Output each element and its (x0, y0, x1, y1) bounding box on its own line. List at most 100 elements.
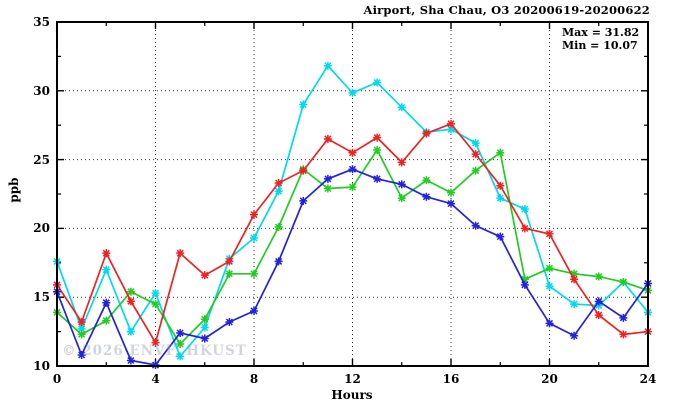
data-point-marker (225, 317, 234, 326)
data-point-marker (447, 119, 455, 128)
data-point-marker (471, 166, 480, 175)
data-point-marker (496, 232, 505, 241)
data-point-marker (373, 145, 382, 154)
data-point-marker (397, 103, 406, 112)
data-point-marker (520, 224, 529, 233)
data-point-marker (274, 178, 283, 187)
x-tick-label-8: 8 (249, 372, 259, 386)
plot-border (56, 21, 649, 367)
data-point-marker (397, 180, 406, 189)
data-point-marker (274, 187, 283, 196)
data-point-marker (299, 196, 308, 205)
data-point-marker (126, 356, 135, 365)
data-point-marker (77, 317, 86, 326)
data-point-marker (250, 269, 258, 278)
data-point-marker (422, 176, 431, 185)
data-point-marker (151, 338, 160, 347)
data-point-marker (102, 265, 111, 274)
max-value: Max = 31.82 (562, 26, 640, 39)
data-point-marker (250, 234, 258, 243)
data-point-marker (422, 192, 431, 201)
data-point-marker (225, 257, 234, 266)
data-point-marker (594, 272, 603, 281)
data-point-marker (471, 221, 480, 230)
data-point-marker (126, 287, 135, 296)
y-tick-label-10: 10 (33, 359, 50, 373)
x-tick-label-24: 24 (639, 372, 657, 386)
series-line (56, 64, 649, 359)
data-point-marker (570, 300, 579, 309)
data-point-marker (570, 275, 579, 284)
y-tick-label-15: 15 (33, 290, 50, 305)
data-point-marker (250, 210, 258, 219)
data-point-marker (323, 134, 332, 143)
x-axis-label: Hours (331, 388, 373, 402)
data-point-marker (471, 139, 480, 148)
data-point-marker (520, 280, 529, 289)
data-point-marker (447, 125, 455, 134)
data-point-marker (570, 331, 579, 340)
data-point-marker (176, 339, 185, 348)
data-point-marker (619, 278, 628, 287)
data-point-marker (520, 205, 529, 214)
data-point-marker (594, 297, 603, 306)
data-point-marker (200, 334, 209, 343)
data-point-marker (447, 199, 455, 208)
data-point-marker (594, 301, 603, 310)
data-point-marker (225, 269, 234, 278)
data-point-marker (77, 330, 86, 339)
data-point-marker (619, 330, 628, 339)
data-point-marker (373, 133, 382, 142)
y-axis-label: ppb (7, 177, 21, 203)
data-point-marker (176, 249, 185, 258)
data-point-marker (200, 271, 209, 280)
y-tick-label-35: 35 (33, 15, 50, 29)
data-point-marker (151, 300, 160, 309)
data-point-marker (397, 158, 406, 167)
data-point-marker (200, 323, 209, 332)
data-point-marker (299, 100, 308, 109)
data-point-marker (471, 150, 480, 159)
min-value: Min = 10.07 (562, 39, 638, 52)
x-tick-label-0: 0 (52, 372, 62, 386)
data-point-marker (619, 313, 628, 322)
data-point-marker (545, 282, 554, 291)
data-point-marker (200, 315, 209, 324)
data-point-marker (323, 61, 332, 70)
data-point-marker (274, 223, 283, 232)
data-point-marker (102, 249, 111, 258)
data-point-marker (496, 148, 505, 157)
x-tick-label-12: 12 (344, 372, 361, 386)
data-point-marker (422, 129, 431, 138)
data-point-marker (126, 327, 135, 336)
data-point-marker (176, 328, 185, 337)
data-point-marker (447, 188, 455, 197)
data-point-marker (496, 181, 505, 190)
data-point-marker (176, 352, 185, 361)
y-tick-label-25: 25 (33, 152, 50, 167)
x-tick-label-20: 20 (541, 372, 558, 386)
chart-title: Airport, Sha Chau, O3 20200619-20200622 (363, 3, 650, 17)
data-point-marker (102, 298, 111, 307)
data-point-marker (274, 257, 283, 266)
data-point-marker (323, 174, 332, 183)
y-tick-label-30: 30 (33, 83, 50, 98)
data-point-marker (299, 166, 308, 175)
data-point-marker (496, 194, 505, 203)
data-point-marker (126, 297, 135, 306)
data-point-marker (250, 306, 258, 315)
data-point-marker (545, 264, 554, 273)
watermark: © 2026 ENVF, HKUST (62, 343, 247, 359)
x-tick-label-4: 4 (151, 372, 160, 386)
y-tick-label-20: 20 (33, 221, 50, 236)
x-tick-label-16: 16 (442, 372, 460, 386)
data-point-marker (397, 194, 406, 203)
max-min-readout: Max = 31.82 Min = 10.07 (562, 26, 639, 52)
data-point-marker (77, 324, 86, 333)
data-point-marker (373, 78, 382, 87)
data-point-marker (77, 350, 86, 359)
series-red-day (53, 119, 652, 347)
data-point-marker (373, 174, 382, 183)
